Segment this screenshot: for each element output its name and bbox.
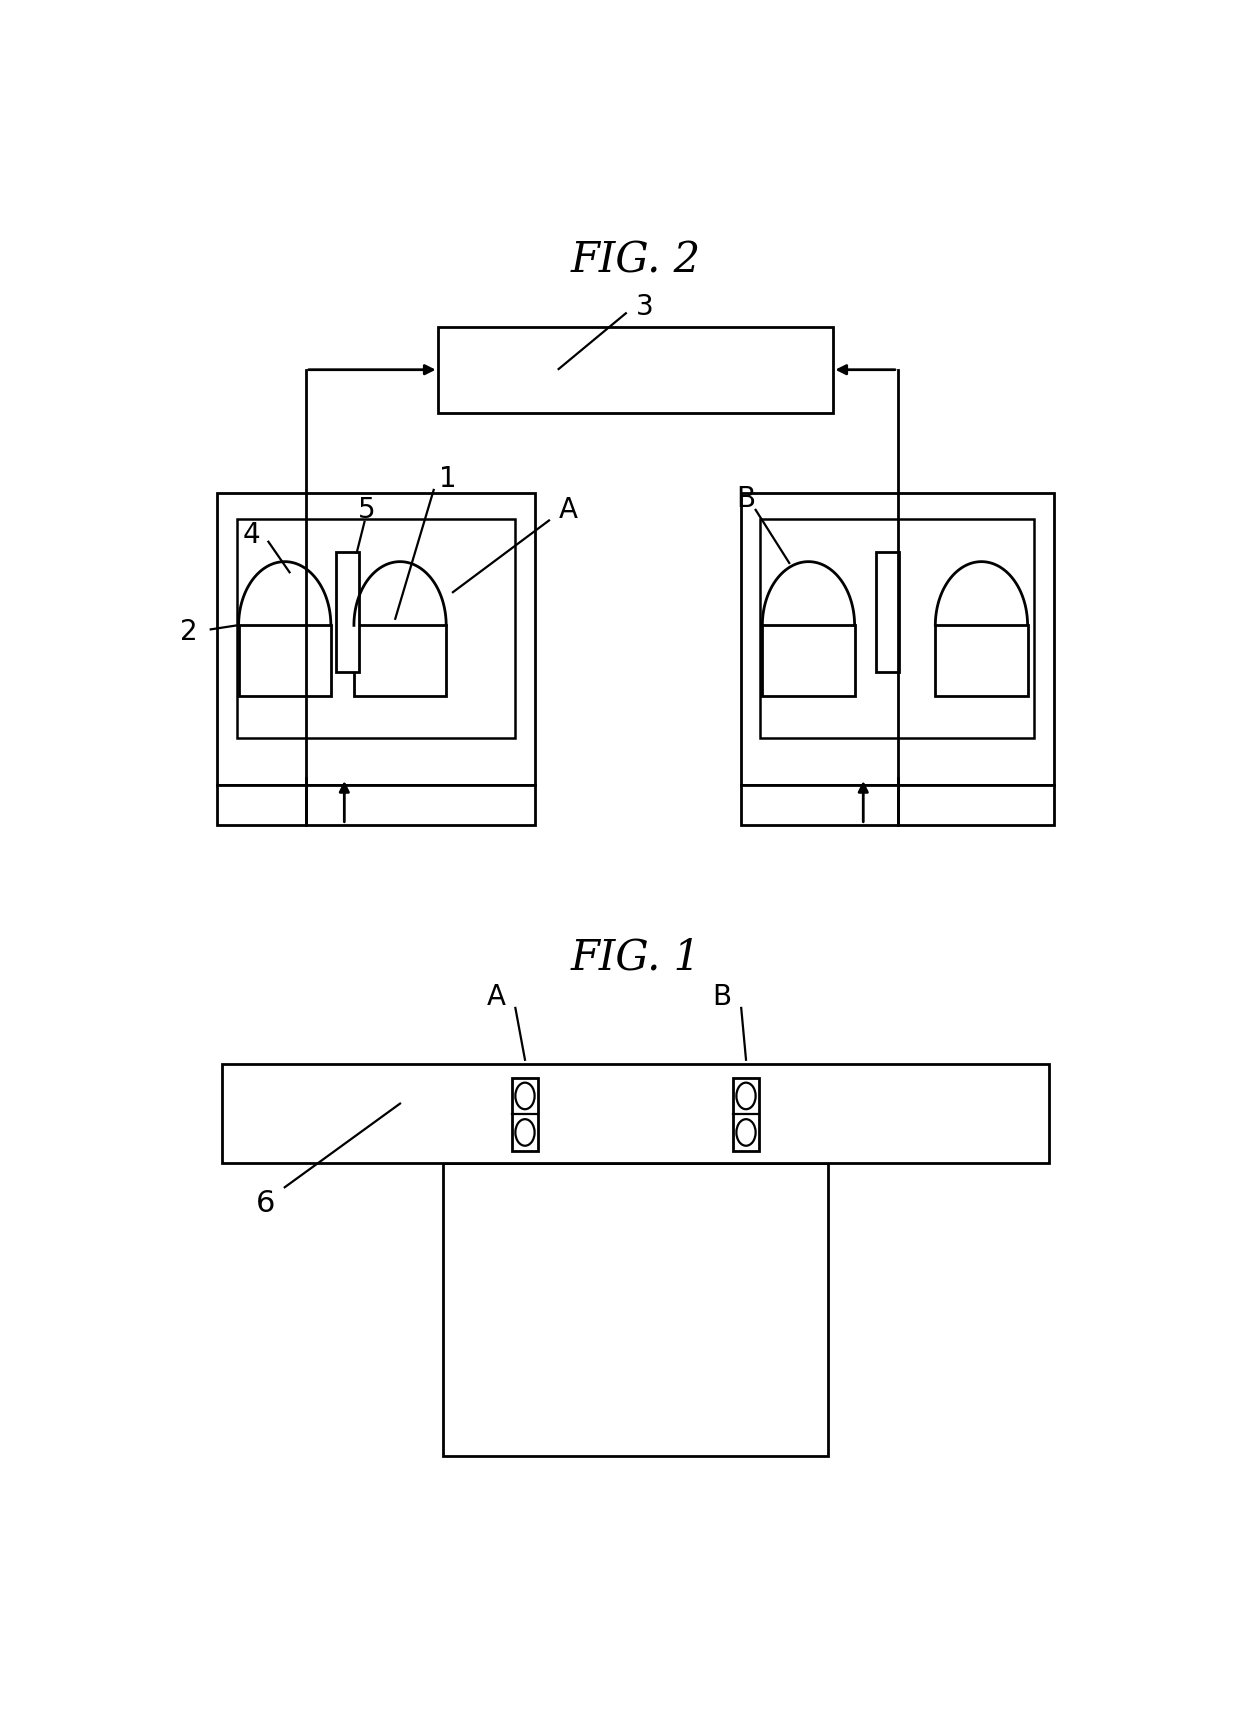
Bar (217, 493, 534, 785)
Circle shape (737, 1083, 755, 1109)
Bar (763, 626, 854, 695)
Bar (875, 552, 899, 673)
Text: FIG. 2: FIG. 2 (570, 240, 701, 281)
Bar (222, 1064, 1049, 1163)
Bar (935, 626, 1028, 695)
Circle shape (737, 1120, 755, 1145)
Bar (742, 785, 1054, 825)
Bar (512, 1078, 538, 1151)
Bar (439, 326, 832, 412)
Text: 5: 5 (357, 495, 376, 524)
Text: 2: 2 (180, 618, 197, 647)
Text: B: B (713, 983, 732, 1011)
Text: A: A (486, 983, 506, 1011)
Bar (760, 519, 1034, 738)
Bar (217, 785, 534, 825)
Bar (237, 519, 516, 738)
Bar (733, 1078, 759, 1151)
Text: B: B (737, 485, 755, 514)
Circle shape (516, 1120, 534, 1145)
Text: 1: 1 (439, 466, 456, 493)
Text: 3: 3 (636, 293, 653, 321)
Text: 4: 4 (242, 521, 260, 549)
Text: A: A (559, 495, 578, 524)
Text: 6: 6 (255, 1189, 275, 1218)
Text: FIG. 1: FIG. 1 (570, 937, 701, 978)
Bar (238, 626, 331, 695)
Circle shape (516, 1083, 534, 1109)
Bar (336, 552, 358, 673)
Bar (742, 493, 1054, 785)
Bar (353, 626, 446, 695)
Bar (444, 1163, 828, 1456)
